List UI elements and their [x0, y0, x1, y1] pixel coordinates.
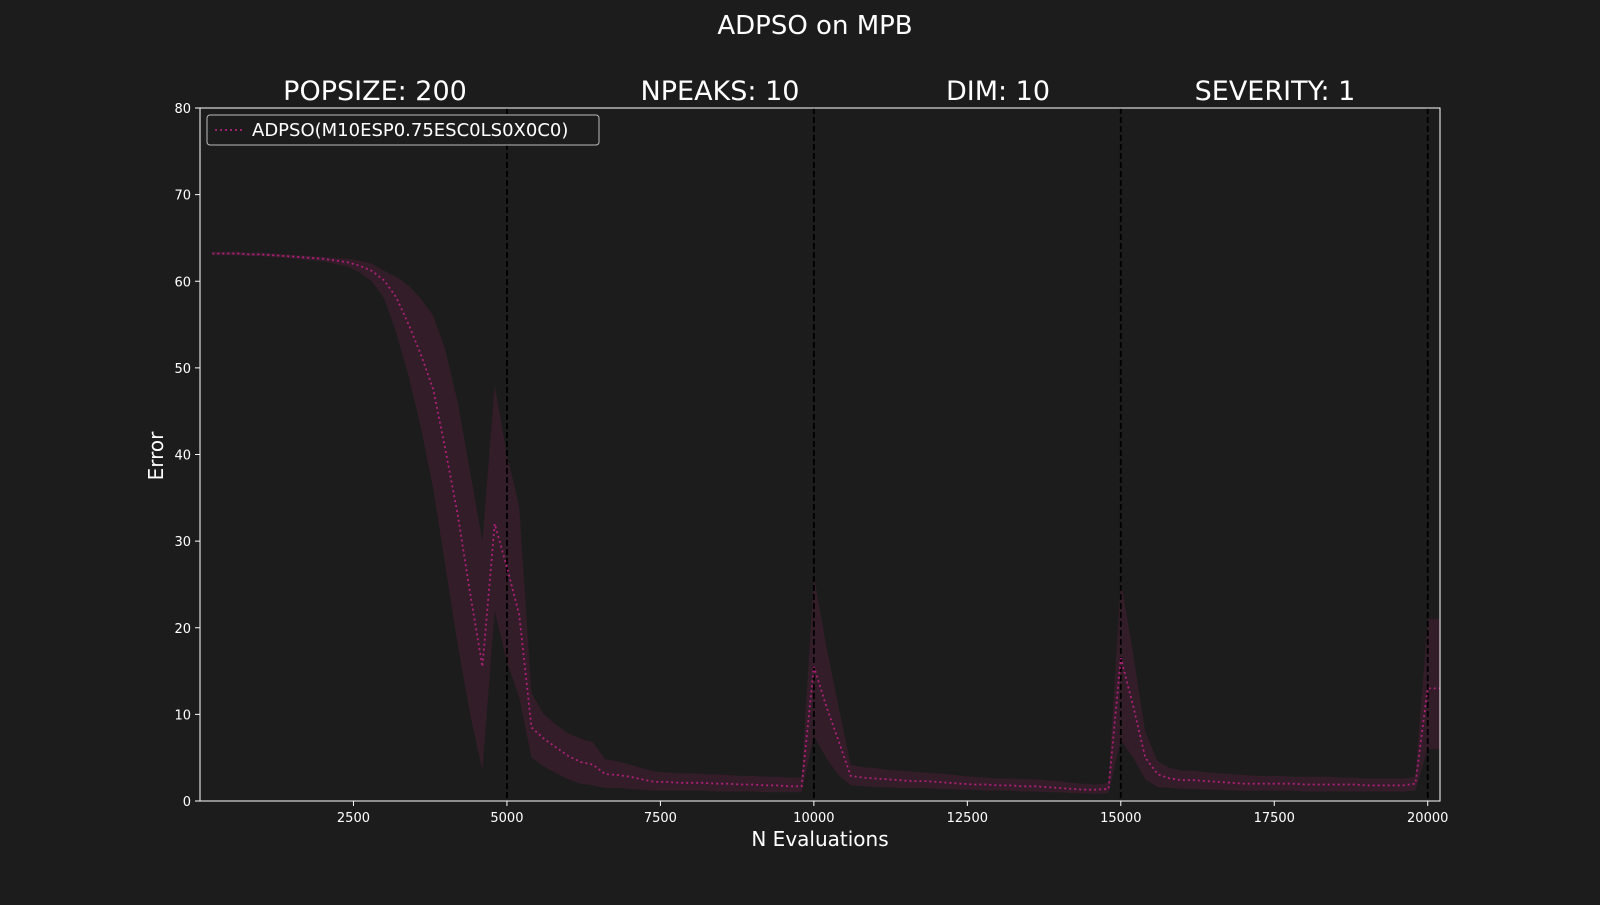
legend-label: ADPSO(M10ESP0.75ESC0LS0X0C0) [252, 120, 568, 141]
x-tick-label: 5000 [490, 811, 523, 826]
y-tick-label: 20 [174, 622, 191, 637]
x-tick-label: 2500 [337, 811, 370, 826]
y-tick-label: 50 [174, 362, 191, 377]
x-tick-layer: 2500 5000 7500 10000 12500 15000 17500 20000 [337, 801, 1448, 826]
x-tick-label: 7500 [644, 811, 677, 826]
error-band-layer [212, 251, 1440, 795]
y-tick-label: 60 [174, 275, 191, 290]
change-marker-layer [506, 108, 1429, 801]
subtitle-dim: DIM: 10 [946, 76, 1050, 107]
y-tick-label: 70 [174, 189, 191, 204]
subtitle-severity: SEVERITY: 1 [1195, 76, 1356, 107]
series-line [212, 252, 1440, 791]
error-band [212, 251, 1440, 795]
x-tick-label: 15000 [1100, 811, 1141, 826]
y-tick-label: 40 [174, 449, 191, 464]
x-tick-label: 17500 [1254, 811, 1295, 826]
y-tick-label: 10 [174, 708, 191, 723]
x-tick-label: 20000 [1407, 811, 1448, 826]
x-tick-label: 10000 [793, 811, 834, 826]
y-tick-label: 0 [183, 795, 191, 810]
chart-title: ADPSO on MPB [717, 11, 912, 41]
legend: ADPSO(M10ESP0.75ESC0LS0X0C0) [206, 114, 600, 146]
y-tick-label: 80 [174, 102, 191, 117]
y-tick-layer: 0 10 20 30 40 50 60 70 80 [174, 102, 200, 810]
subtitle-npeaks: NPEAKS: 10 [641, 76, 800, 107]
series-layer [212, 252, 1440, 791]
y-axis-label: Error [144, 431, 168, 481]
x-tick-label: 12500 [947, 811, 988, 826]
subtitle-popsize: POPSIZE: 200 [283, 76, 467, 107]
x-axis-label: N Evaluations [751, 827, 888, 851]
legend-box [206, 114, 600, 146]
y-tick-label: 30 [174, 535, 191, 550]
